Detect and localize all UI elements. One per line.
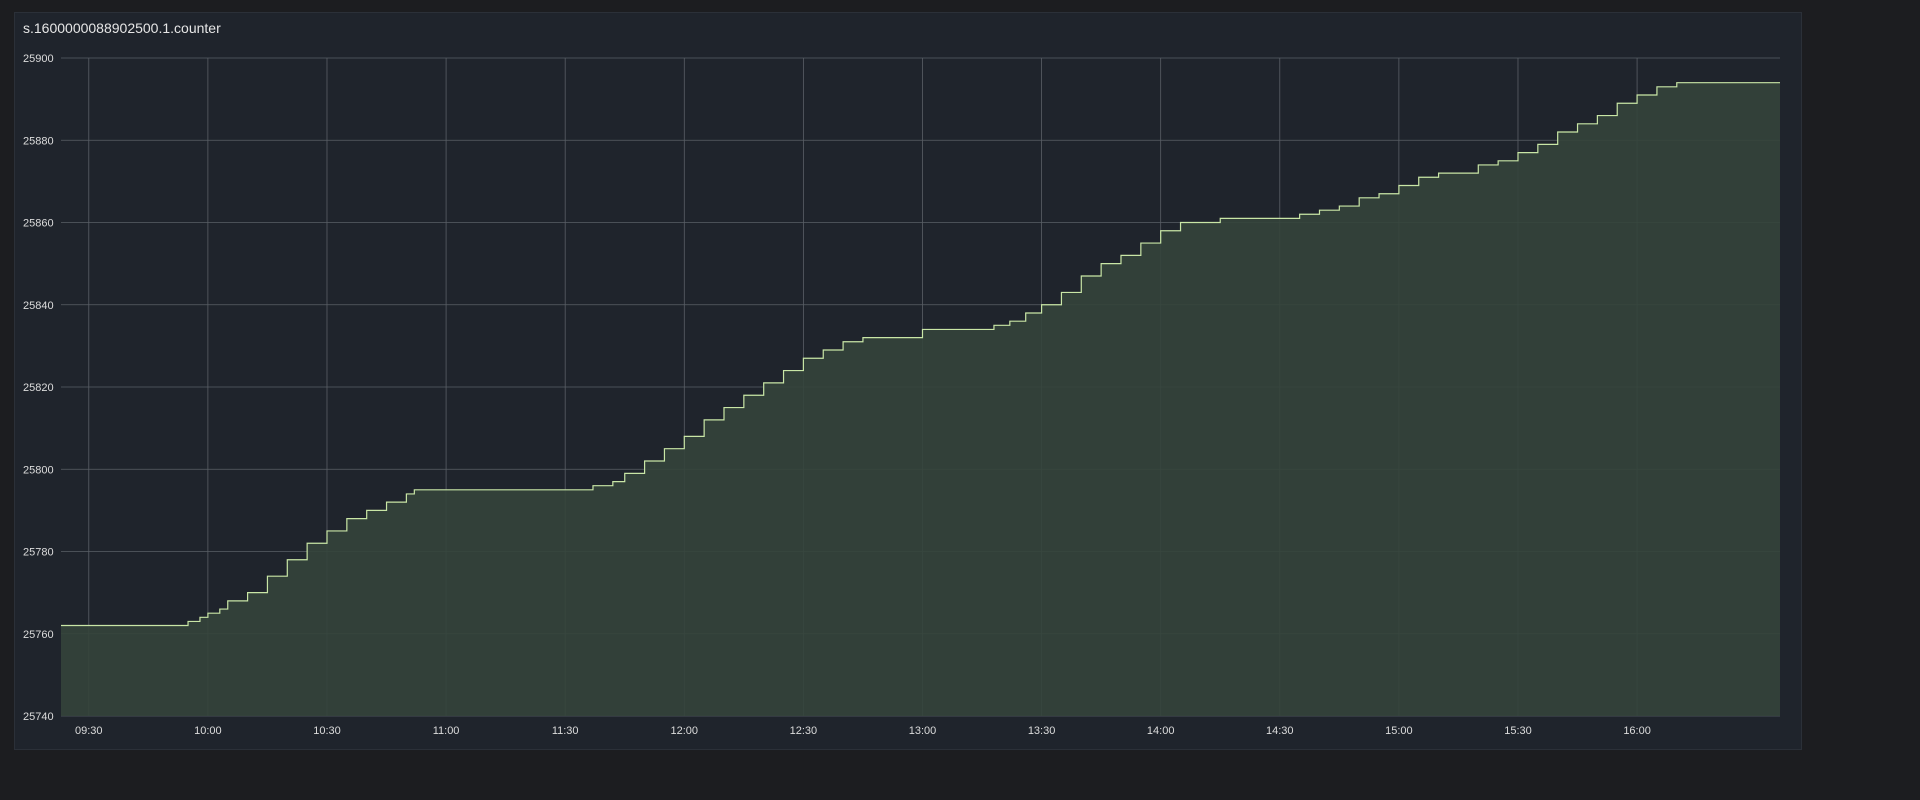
y-tick-label: 25840 xyxy=(23,300,54,312)
y-axis-labels: 25740 25760 25780 25800 25820 25840 25860 25880… xyxy=(23,53,54,723)
x-tick-label: 13:30 xyxy=(1028,725,1056,737)
y-tick-label: 25760 xyxy=(23,629,54,641)
y-tick-label: 25900 xyxy=(23,53,54,65)
y-tick-label: 25880 xyxy=(23,135,54,147)
x-tick-label: 12:30 xyxy=(790,725,818,737)
y-tick-label: 25740 xyxy=(23,711,54,723)
x-tick-label: 12:00 xyxy=(671,725,699,737)
y-tick-label: 25780 xyxy=(23,547,54,559)
x-tick-label: 15:00 xyxy=(1385,725,1413,737)
y-tick-label: 25820 xyxy=(23,382,54,394)
x-tick-label: 14:30 xyxy=(1266,725,1294,737)
y-tick-label: 25860 xyxy=(23,218,54,230)
counter-chart[interactable]: 25740 25760 25780 25800 25820 25840 25860 25880… xyxy=(15,13,1803,751)
y-tick-label: 25800 xyxy=(23,464,54,476)
x-tick-label: 09:30 xyxy=(75,725,103,737)
x-tick-label: 11:00 xyxy=(433,725,460,737)
x-tick-label: 10:30 xyxy=(313,725,341,737)
x-tick-label: 11:30 xyxy=(552,725,579,737)
x-tick-label: 13:00 xyxy=(909,725,937,737)
x-tick-label: 16:00 xyxy=(1623,725,1651,737)
chart-title: s.1600000088902500.1.counter xyxy=(23,20,221,36)
x-axis-labels: 09:30 10:00 10:30 11:00 11:30 12:00 12:30 13:00… xyxy=(75,725,1651,737)
series-line xyxy=(61,82,1780,627)
x-tick-label: 14:00 xyxy=(1147,725,1175,737)
chart-panel: s.1600000088902500.1.counter 25740 25760 2… xyxy=(14,12,1802,750)
series-area xyxy=(61,82,1780,717)
x-tick-label: 10:00 xyxy=(194,725,222,737)
x-tick-label: 15:30 xyxy=(1504,725,1532,737)
